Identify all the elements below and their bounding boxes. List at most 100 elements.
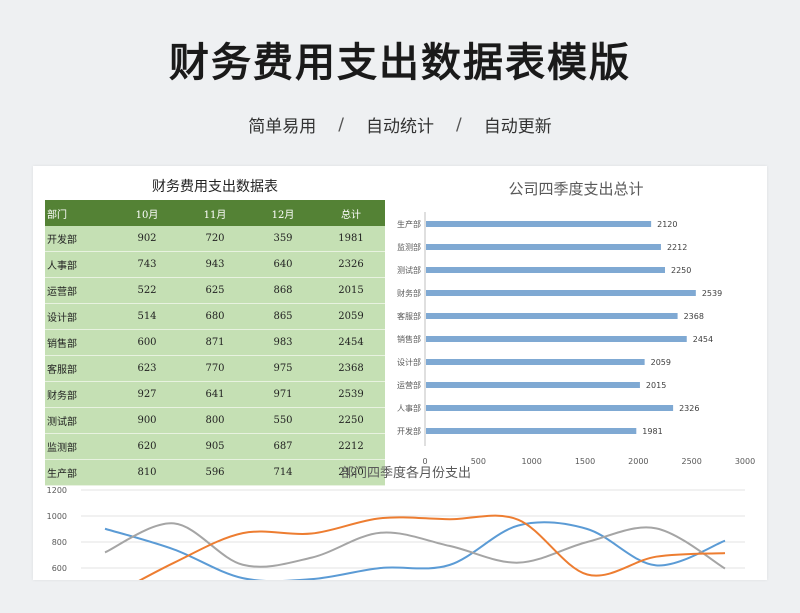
table-title: 财务费用支出数据表 — [152, 179, 278, 195]
table-row: 测试部 900 800 550 2250 — [45, 407, 385, 434]
table-row: 设计部 514 680 865 2059 — [45, 303, 385, 330]
department-cell[interactable]: 生产部 — [45, 459, 113, 486]
bar — [426, 428, 637, 434]
column-header[interactable]: 11月 — [181, 200, 249, 226]
value-cell[interactable]: 359 — [249, 226, 317, 252]
table-header-row: 部门 10月 11月 12月 总计 — [45, 200, 385, 226]
value-cell[interactable]: 743 — [113, 251, 181, 278]
value-cell[interactable]: 868 — [249, 277, 317, 304]
value-cell[interactable]: 640 — [249, 251, 317, 278]
column-header[interactable]: 10月 — [113, 200, 181, 226]
value-cell[interactable]: 975 — [249, 355, 317, 382]
bar-category-label: 运营部 — [397, 380, 421, 390]
value-cell[interactable]: 522 — [113, 277, 181, 304]
value-cell[interactable]: 927 — [113, 381, 181, 408]
department-cell[interactable]: 运营部 — [45, 277, 113, 304]
value-cell[interactable]: 2015 — [317, 277, 385, 304]
value-cell[interactable]: 983 — [249, 329, 317, 356]
value-cell[interactable]: 2250 — [317, 407, 385, 434]
value-cell[interactable]: 865 — [249, 303, 317, 330]
bar-data-label: 2368 — [684, 312, 704, 321]
value-cell[interactable]: 550 — [249, 407, 317, 434]
bar — [426, 221, 652, 227]
y-tick-label: 1200 — [47, 486, 67, 495]
value-cell[interactable]: 810 — [113, 459, 181, 486]
bar-data-label: 2250 — [671, 266, 691, 275]
value-cell[interactable]: 623 — [113, 355, 181, 382]
value-cell[interactable]: 900 — [113, 407, 181, 434]
table-row: 销售部 600 871 983 2454 — [45, 329, 385, 356]
feature-list: 简单易用 / 自动统计 / 自动更新 — [0, 112, 800, 138]
value-cell[interactable]: 902 — [113, 226, 181, 252]
value-cell[interactable]: 641 — [181, 381, 249, 408]
column-header[interactable]: 部门 — [45, 200, 113, 226]
value-cell[interactable]: 2212 — [317, 433, 385, 460]
bar-data-label: 2326 — [679, 404, 699, 413]
value-cell[interactable]: 2120 — [317, 459, 385, 486]
bar-category-label: 开发部 — [397, 426, 421, 436]
feature-auto-stat: 自动统计 — [366, 117, 434, 137]
feature-separator: / — [338, 114, 344, 135]
department-cell[interactable]: 监测部 — [45, 433, 113, 460]
bar — [426, 313, 678, 319]
bar-category-label: 设计部 — [397, 357, 421, 367]
value-cell[interactable]: 687 — [249, 433, 317, 460]
series-line — [104, 521, 726, 580]
x-tick-label: 0 — [422, 457, 427, 464]
y-tick-label: 600 — [52, 564, 67, 573]
department-cell[interactable]: 人事部 — [45, 251, 113, 278]
value-cell[interactable]: 620 — [113, 433, 181, 460]
department-cell[interactable]: 财务部 — [45, 381, 113, 408]
value-cell[interactable]: 770 — [181, 355, 249, 382]
table-row: 财务部 927 641 971 2539 — [45, 381, 385, 408]
value-cell[interactable]: 514 — [113, 303, 181, 330]
department-cell[interactable]: 销售部 — [45, 329, 113, 356]
bar — [426, 359, 645, 365]
value-cell[interactable]: 2368 — [317, 355, 385, 382]
value-cell[interactable]: 625 — [181, 277, 249, 304]
value-cell[interactable]: 2059 — [317, 303, 385, 330]
value-cell[interactable]: 714 — [249, 459, 317, 486]
bar-chart-title: 公司四季度支出总计 — [508, 180, 643, 198]
x-tick-label: 500 — [471, 457, 486, 464]
value-cell[interactable]: 2539 — [317, 381, 385, 408]
table-body: 开发部 902 720 359 1981 人事部 743 943 640 2326 运营部 522 62… — [45, 226, 385, 486]
column-header[interactable]: 12月 — [249, 200, 317, 226]
table-row: 客服部 623 770 975 2368 — [45, 355, 385, 382]
value-cell[interactable]: 971 — [249, 381, 317, 408]
feature-easy: 简单易用 — [248, 117, 317, 137]
value-cell[interactable]: 905 — [181, 433, 249, 460]
x-tick-label: 1500 — [575, 457, 595, 464]
column-header[interactable]: 总计 — [317, 200, 385, 226]
value-cell[interactable]: 1981 — [317, 226, 385, 252]
department-cell[interactable]: 设计部 — [45, 303, 113, 330]
bar-category-label: 人事部 — [397, 403, 421, 413]
bar — [426, 290, 696, 296]
value-cell[interactable]: 871 — [181, 329, 249, 356]
y-tick-label: 1000 — [47, 512, 67, 521]
value-cell[interactable]: 720 — [181, 226, 249, 252]
bar-data-label: 2454 — [693, 335, 713, 344]
value-cell[interactable]: 943 — [181, 251, 249, 278]
bar — [426, 405, 674, 411]
department-cell[interactable]: 测试部 — [45, 407, 113, 434]
value-cell[interactable]: 600 — [113, 329, 181, 356]
bar — [426, 244, 661, 250]
value-cell[interactable]: 596 — [181, 459, 249, 486]
value-cell[interactable]: 800 — [181, 407, 249, 434]
value-cell[interactable]: 2454 — [317, 329, 385, 356]
line-chart: 部门四季度各月份支出 1200 1000 800 600 — [47, 465, 745, 580]
bar-data-label: 2059 — [651, 358, 671, 367]
department-cell[interactable]: 客服部 — [45, 355, 113, 382]
page-title: 财务费用支出数据表模版 — [169, 40, 631, 86]
value-cell[interactable]: 2326 — [317, 251, 385, 278]
x-tick-label: 2500 — [681, 457, 701, 464]
table-row: 人事部 743 943 640 2326 — [45, 251, 385, 278]
department-cell[interactable]: 开发部 — [45, 226, 113, 252]
expense-table-panel: 财务费用支出数据表 部门 10月 11月 12月 总计 开发部 902 720 359… — [45, 174, 385, 486]
table-row: 开发部 902 720 359 1981 — [45, 226, 385, 252]
bar-category-label: 财务部 — [397, 288, 421, 298]
table-row: 运营部 522 625 868 2015 — [45, 277, 385, 304]
value-cell[interactable]: 680 — [181, 303, 249, 330]
